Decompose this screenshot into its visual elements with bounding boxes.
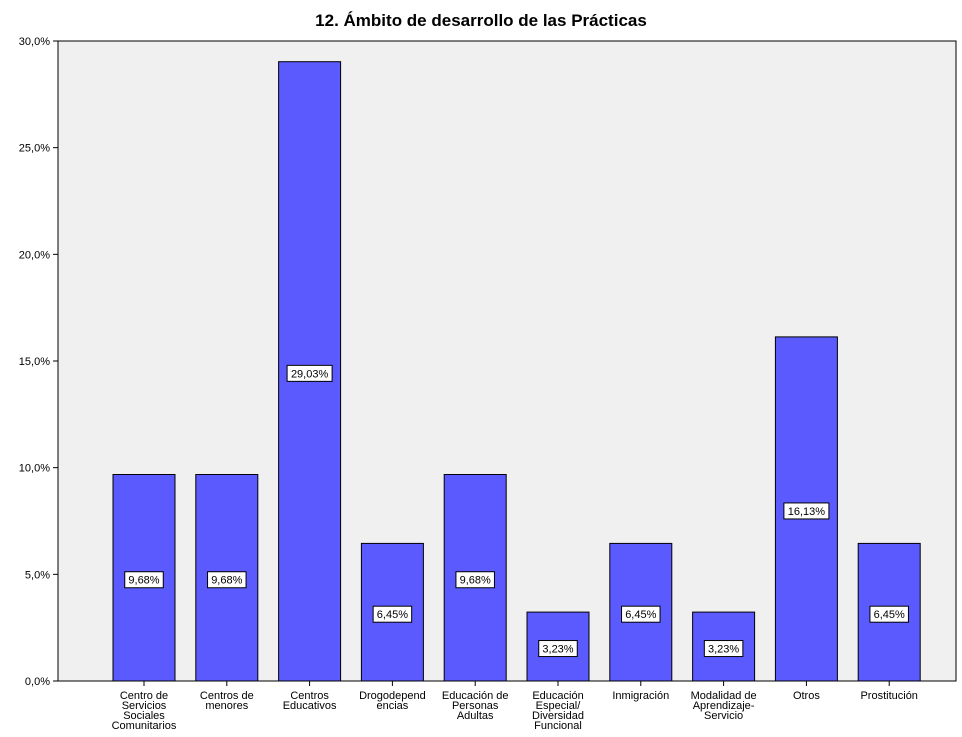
data-label-box — [703, 640, 744, 658]
data-label: 3,23% — [708, 644, 739, 656]
x-tick-label: Modalidad de Aprendizaje-Servicio — [691, 690, 757, 722]
x-tick-label: Prostitución — [860, 690, 917, 702]
data-label: 16,13% — [788, 506, 826, 518]
x-tick-label: Inmigración — [612, 690, 669, 702]
data-label-box — [538, 640, 578, 658]
data-label: 6,45% — [377, 609, 408, 621]
x-tick-label: Centro de Servicios Sociales Comunitarios — [112, 690, 177, 732]
chart-title: 12. Ámbito de desarrollo de las Práctica… — [315, 11, 647, 30]
data-label-box — [621, 605, 661, 623]
x-tick-label: Drogodepend encias — [359, 690, 426, 712]
x-tick-label: Educación de Personas Adultas — [442, 690, 509, 722]
y-axis: 0,0% 5,0% 10,0% 15,0% 20,0% 25,0% 30,0% — [19, 36, 58, 688]
data-label: 6,45% — [874, 609, 905, 621]
data-label: 6,45% — [625, 609, 656, 621]
data-label-box — [455, 571, 495, 589]
data-label-box — [869, 605, 909, 623]
data-label: 9,68% — [128, 575, 159, 587]
data-label: 9,68% — [460, 575, 491, 587]
y-tick-label: 25,0% — [19, 143, 50, 155]
data-label: 29,03% — [291, 368, 329, 380]
x-tick-label: Centros de menores — [200, 690, 254, 712]
bars: 9,68% 9,68% 29,03% 6,45% 9,68% 3,23% 6,45% 3,23… — [112, 61, 921, 682]
data-label-box — [372, 605, 413, 623]
y-tick-label: 0,0% — [25, 676, 50, 688]
x-axis: Centro de Servicios Sociales Comunitarios Ce… — [112, 681, 918, 732]
x-tick-label: Educación Especial/Diversidad Funcional — [532, 690, 584, 732]
data-label-box — [286, 364, 333, 382]
y-tick-label: 30,0% — [19, 36, 50, 48]
x-tick-label: Centros Educativos — [283, 690, 337, 712]
data-label: 9,68% — [211, 575, 242, 587]
bar — [195, 473, 259, 682]
y-tick-label: 20,0% — [19, 249, 50, 261]
data-label-box — [207, 571, 247, 589]
data-label: 3,23% — [542, 644, 573, 656]
y-tick-label: 15,0% — [19, 356, 50, 368]
x-tick-label: Otros — [793, 690, 820, 702]
data-label-box — [783, 502, 830, 520]
y-tick-label: 10,0% — [19, 463, 50, 475]
y-tick-label: 5,0% — [25, 569, 50, 581]
data-label-box — [124, 571, 164, 589]
